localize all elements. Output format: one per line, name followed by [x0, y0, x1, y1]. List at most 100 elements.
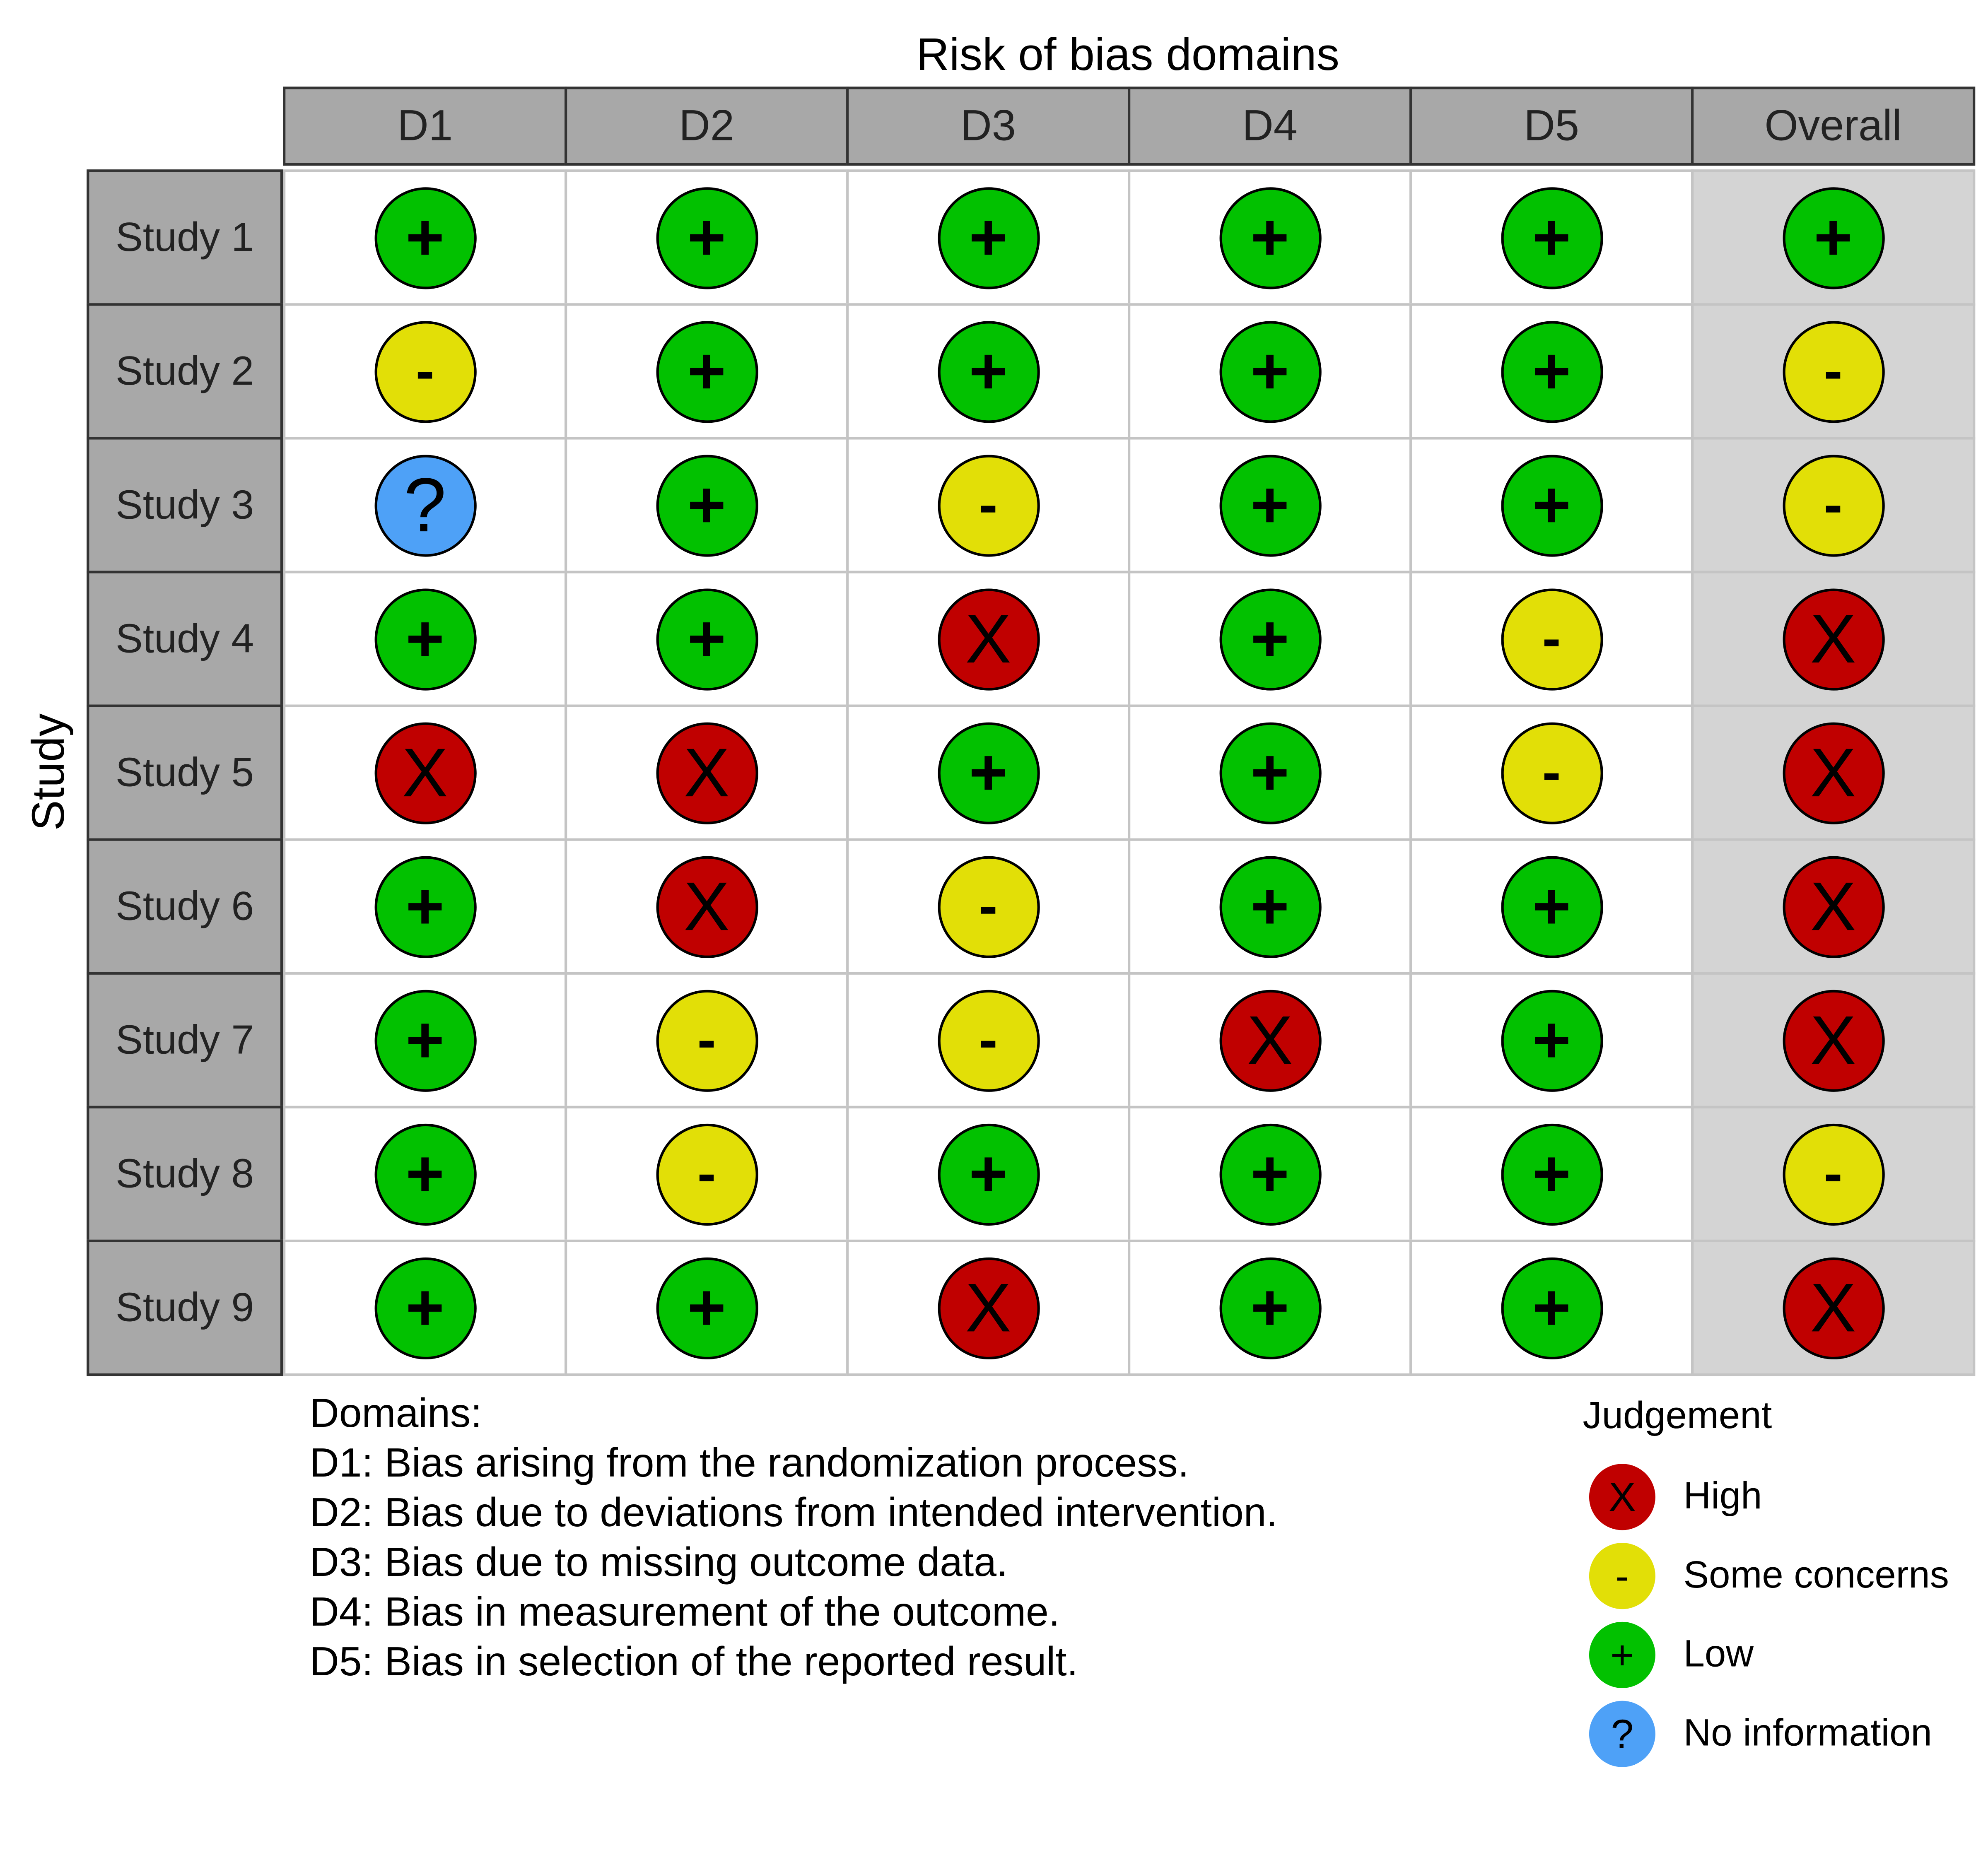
judgement-some-concerns-icon: -	[1501, 722, 1603, 824]
chart-title: Risk of bias domains	[916, 28, 1340, 80]
judgement-low-icon: +	[656, 1257, 758, 1359]
column-header-d3: D3	[846, 87, 1131, 166]
judgement-some-concerns-icon: -	[1782, 454, 1884, 556]
judgement-no-information-icon: ?	[374, 454, 476, 556]
row-header-study-7: Study 7	[87, 972, 283, 1108]
judgement-cell: -	[1691, 437, 1976, 573]
domain-d3: D3: Bias due to missing outcome data.	[309, 1539, 1008, 1585]
judgement-low-icon: +	[937, 1123, 1040, 1225]
judgement-cell: +	[565, 437, 849, 573]
judgement-high-icon: X	[1782, 588, 1884, 690]
judgement-cell: -	[846, 437, 1131, 573]
judgement-cell: X	[1691, 571, 1976, 707]
legend-high-icon: X	[1589, 1464, 1655, 1530]
judgement-low-icon: +	[1219, 855, 1321, 958]
judgement-cell: +	[565, 169, 849, 306]
judgement-some-concerns-icon: -	[1501, 588, 1603, 690]
judgement-low-icon: +	[1219, 1123, 1321, 1225]
judgement-low-icon: +	[1782, 186, 1884, 289]
judgement-cell: +	[1691, 169, 1976, 306]
judgement-legend-title: Judgement	[1583, 1395, 1772, 1437]
judgement-cell: +	[565, 303, 849, 440]
row-header-study-4: Study 4	[87, 571, 283, 707]
judgement-cell: +	[283, 1239, 567, 1376]
judgement-cell: -	[1691, 1106, 1976, 1242]
legend-some-concerns-icon: -	[1589, 1543, 1655, 1609]
judgement-low-icon: +	[656, 320, 758, 422]
judgement-some-concerns-icon: -	[1782, 320, 1884, 422]
domain-d5: D5: Bias in selection of the reported re…	[309, 1638, 1078, 1684]
legend-label: Some concerns	[1683, 1554, 1949, 1597]
judgement-high-icon: X	[374, 722, 476, 824]
judgement-cell: +	[1409, 303, 1694, 440]
legend-item-some-concerns: - Some concerns	[1589, 1543, 1949, 1609]
judgement-some-concerns-icon: -	[1782, 1123, 1884, 1225]
judgement-low-icon: +	[374, 989, 476, 1091]
judgement-high-icon: X	[656, 855, 758, 958]
judgement-some-concerns-icon: -	[656, 1123, 758, 1225]
judgement-low-icon: +	[656, 186, 758, 289]
judgement-cell: +	[1409, 972, 1694, 1108]
judgement-low-icon: +	[937, 722, 1040, 824]
judgement-low-icon: +	[1219, 454, 1321, 556]
domains-legend: Domains: D1: Bias arising from the rando…	[310, 1389, 1278, 1687]
judgement-high-icon: X	[1782, 989, 1884, 1091]
judgement-low-icon: +	[1219, 722, 1321, 824]
judgement-low-icon: +	[1501, 454, 1603, 556]
domain-d2: D2: Bias due to deviations from intended…	[309, 1489, 1278, 1535]
judgement-cell: X	[565, 704, 849, 841]
judgement-cell: +	[846, 1106, 1131, 1242]
row-header-study-2: Study 2	[87, 303, 283, 440]
judgement-cell: +	[283, 838, 567, 975]
judgement-low-icon: +	[656, 454, 758, 556]
judgement-cell: X	[846, 1239, 1131, 1376]
judgement-cell: X	[1691, 704, 1976, 841]
judgement-cell: X	[1691, 838, 1976, 975]
judgement-cell: +	[1128, 571, 1412, 707]
domain-d4: D4: Bias in measurement of the outcome.	[309, 1588, 1060, 1635]
judgement-cell: -	[565, 972, 849, 1108]
judgement-low-icon: +	[374, 186, 476, 289]
judgement-cell: +	[1409, 1239, 1694, 1376]
judgement-cell: +	[1128, 838, 1412, 975]
judgement-low-icon: +	[937, 320, 1040, 422]
column-header-d4: D4	[1128, 87, 1412, 166]
judgement-low-icon: +	[1501, 1123, 1603, 1225]
judgement-some-concerns-icon: -	[937, 855, 1040, 958]
judgement-cell: -	[283, 303, 567, 440]
legend-no-information-icon: ?	[1589, 1701, 1655, 1767]
judgement-low-icon: +	[1219, 320, 1321, 422]
judgement-high-icon: X	[937, 1257, 1040, 1359]
judgement-cell: X	[846, 571, 1131, 707]
judgement-cell: -	[846, 972, 1131, 1108]
legend-item-no-information: ? No information	[1589, 1701, 1932, 1767]
judgement-cell: ?	[283, 437, 567, 573]
judgement-some-concerns-icon: -	[937, 454, 1040, 556]
judgement-cell: +	[846, 303, 1131, 440]
judgement-low-icon: +	[1219, 588, 1321, 690]
judgement-low-icon: +	[374, 1257, 476, 1359]
judgement-low-icon: +	[1501, 320, 1603, 422]
column-header-d2: D2	[565, 87, 849, 166]
judgement-cell: +	[283, 169, 567, 306]
judgement-cell: +	[565, 1239, 849, 1376]
judgement-low-icon: +	[1501, 855, 1603, 958]
judgement-cell: +	[1128, 169, 1412, 306]
legend-label: High	[1683, 1475, 1762, 1518]
judgement-cell: +	[1409, 838, 1694, 975]
legend-item-low: + Low	[1589, 1621, 1754, 1688]
column-header-d1: D1	[283, 87, 567, 166]
judgement-low-icon: +	[1501, 186, 1603, 289]
y-axis-label: Study	[22, 713, 74, 831]
judgement-cell: X	[1691, 1239, 1976, 1376]
judgement-cell: +	[283, 972, 567, 1108]
column-header-overall: Overall	[1691, 87, 1976, 166]
judgement-cell: +	[1128, 1106, 1412, 1242]
column-header-d5: D5	[1409, 87, 1694, 166]
judgement-cell: +	[1128, 704, 1412, 841]
judgement-cell: +	[1409, 437, 1694, 573]
judgement-low-icon: +	[374, 1123, 476, 1225]
judgement-high-icon: X	[1782, 1257, 1884, 1359]
row-header-study-8: Study 8	[87, 1106, 283, 1242]
